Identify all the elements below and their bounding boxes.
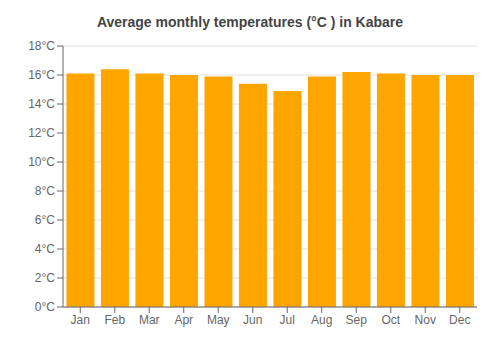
svg-text:Jun: Jun [243, 313, 262, 327]
svg-text:Nov: Nov [415, 313, 436, 327]
svg-text:Dec: Dec [449, 313, 470, 327]
svg-text:Aug: Aug [311, 313, 332, 327]
svg-text:18°C: 18°C [28, 39, 55, 53]
svg-text:4°C: 4°C [35, 242, 55, 256]
svg-text:Apr: Apr [174, 313, 193, 327]
svg-text:2°C: 2°C [35, 271, 55, 285]
svg-text:Jan: Jan [71, 313, 90, 327]
svg-text:12°C: 12°C [28, 126, 55, 140]
svg-text:6°C: 6°C [35, 213, 55, 227]
svg-text:16°C: 16°C [28, 68, 55, 82]
svg-text:May: May [207, 313, 230, 327]
svg-text:Oct: Oct [381, 313, 400, 327]
svg-text:Mar: Mar [139, 313, 160, 327]
svg-text:Jul: Jul [280, 313, 295, 327]
svg-text:0°C: 0°C [35, 300, 55, 314]
html-text:Average monthly temperatures (: Average monthly temperatures (°C ) in Ka… [96, 14, 404, 30]
svg-text:14°C: 14°C [28, 97, 55, 111]
svg-text:8°C: 8°C [35, 184, 55, 198]
svg-text:Feb: Feb [104, 313, 125, 327]
svg-text:10°C: 10°C [28, 155, 55, 169]
svg-text:Sep: Sep [346, 313, 368, 327]
